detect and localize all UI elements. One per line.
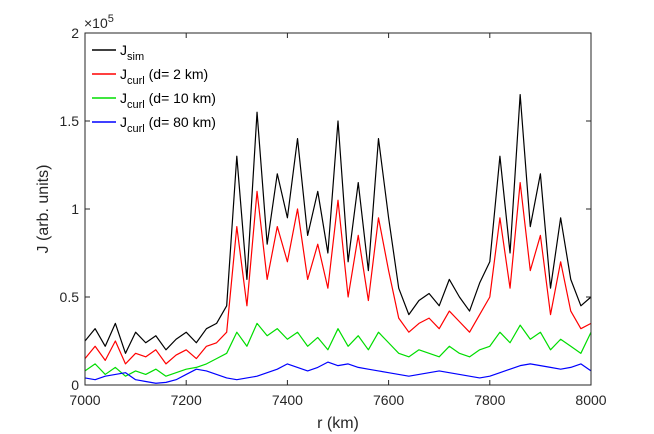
series-line-curl-d-80-km: [84, 361, 592, 384]
y-tick-label: 1.5: [60, 113, 80, 129]
y-tick-label: 1: [71, 201, 79, 217]
x-axis-label: r (km): [317, 415, 359, 432]
y-axis-label: J (arb. units): [35, 165, 52, 254]
ticks-layer: 7000 7200 7400 7600 7800 8000 0 0.5 1 1.5 2: [60, 25, 607, 408]
y-multiplier-label: ×105: [84, 13, 114, 31]
x-tick-label: 7000: [69, 392, 100, 408]
legend-subscript: curl: [127, 75, 145, 87]
x-tick-label: 7400: [272, 392, 303, 408]
legend-main: J: [120, 90, 127, 106]
x-tick-label: 8000: [575, 392, 606, 408]
legend-entry: Jcurl (d= 80 km): [120, 114, 216, 135]
legend-entry: Jcurl (d= 10 km): [120, 90, 216, 111]
legend-subscript: sim: [127, 51, 144, 63]
legend-tail: (d= 2 km): [145, 66, 208, 82]
legend-entry: Jcurl (d= 2 km): [120, 66, 208, 87]
series-line-sim: [84, 93, 592, 354]
y-multiplier-exp: 5: [108, 13, 114, 25]
y-multiplier-base: ×10: [84, 15, 108, 31]
legend-entry: Jsim: [120, 42, 144, 63]
legend-main: J: [120, 42, 127, 58]
x-tick-label: 7200: [171, 392, 202, 408]
x-tick-label: 7600: [373, 392, 404, 408]
series-layer: [84, 93, 592, 384]
y-tick-label: 0: [71, 377, 79, 393]
plot-area: [85, 33, 591, 385]
legend-main: J: [120, 66, 127, 82]
legend-main: J: [120, 114, 127, 130]
legend-tail: (d= 10 km): [145, 90, 216, 106]
series-line-curl-d-2-km: [84, 182, 592, 365]
legend-subscript: curl: [127, 123, 145, 135]
x-tick-label: 7800: [474, 392, 505, 408]
legend-subscript: curl: [127, 99, 145, 111]
y-tick-label: 0.5: [60, 289, 80, 305]
legend-tail: (d= 80 km): [145, 114, 216, 130]
series-line-curl-d-10-km: [84, 322, 592, 377]
y-tick-label: 2: [71, 25, 79, 41]
